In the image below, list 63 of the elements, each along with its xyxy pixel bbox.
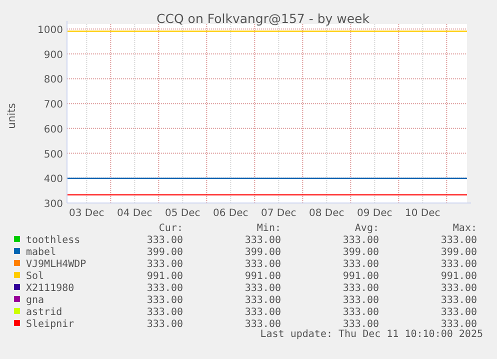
legend-label: X2111980 [26, 283, 74, 294]
text: 333.00 [342, 259, 379, 270]
text: 333.00 [342, 295, 379, 306]
text: Max: [452, 223, 477, 234]
text: 333.00 [342, 283, 379, 294]
text: 333.00 [440, 259, 477, 270]
text: 333.00 [342, 235, 379, 246]
text: 991.00 [146, 271, 183, 282]
text: 333.00 [440, 283, 477, 294]
x-tick-label: 10 Dec [405, 208, 440, 219]
y-tick-label: 700 [44, 100, 63, 111]
text: 333.00 [440, 295, 477, 306]
text: 333.00 [146, 319, 183, 330]
x-tick-label: 07 Dec [261, 208, 296, 219]
y-tick-label: 400 [44, 174, 63, 186]
text: 333.00 [244, 307, 281, 318]
text: 333.00 [244, 235, 281, 246]
text: 333.00 [146, 235, 183, 246]
text: Last update: Thu Dec 11 10:10:00 2025 [260, 329, 483, 340]
y-tick-label: 600 [44, 124, 63, 136]
legend-label: VJ9MLH4WDP [26, 259, 86, 270]
legend-label: Sol [26, 271, 44, 282]
text: Cur: [158, 223, 183, 234]
text: 333.00 [146, 259, 183, 270]
y-tick-label: 900 [44, 50, 63, 61]
text: 333.00 [244, 259, 281, 270]
legend-label: Sleipnir [26, 319, 74, 330]
text: 333.00 [440, 319, 477, 330]
text: 333.00 [342, 319, 379, 330]
legend-label: mabel [26, 247, 56, 258]
legend-label: gna [26, 295, 44, 306]
y-tick-label: 500 [44, 149, 63, 160]
x-tick-label: 08 Dec [309, 208, 344, 219]
text: 399.00 [342, 247, 379, 258]
text: 399.00 [440, 247, 477, 258]
y-tick-label: 300 [44, 199, 63, 210]
legend-label: astrid [26, 307, 62, 318]
text: 333.00 [244, 295, 281, 306]
text: 333.00 [440, 235, 477, 246]
text: 333.00 [244, 283, 281, 294]
text: 333.00 [342, 307, 379, 318]
text: 333.00 [146, 295, 183, 306]
text: 991.00 [440, 271, 477, 282]
text: 333.00 [146, 283, 183, 294]
chart-title: CCQ on Folkvangr@157 - by week [156, 11, 370, 26]
legend-label: toothless [26, 235, 80, 246]
y-axis-title: units [6, 103, 18, 129]
text: 399.00 [244, 247, 281, 258]
text: 399.00 [146, 247, 183, 258]
text: Avg: [354, 223, 379, 234]
text: 333.00 [440, 307, 477, 318]
x-tick-label: 05 Dec [165, 208, 200, 219]
x-tick-label: 09 Dec [357, 208, 392, 219]
text: Min: [256, 223, 281, 234]
y-tick-label: 800 [44, 74, 63, 86]
x-tick-label: 03 Dec [69, 208, 104, 219]
y-tick-label: 1000 [38, 25, 63, 36]
text: 333.00 [146, 307, 183, 318]
x-tick-label: 04 Dec [117, 208, 152, 219]
x-tick-label: 06 Dec [213, 208, 248, 219]
text: 333.00 [244, 319, 281, 330]
text: 991.00 [244, 271, 281, 282]
text: 991.00 [342, 271, 379, 282]
